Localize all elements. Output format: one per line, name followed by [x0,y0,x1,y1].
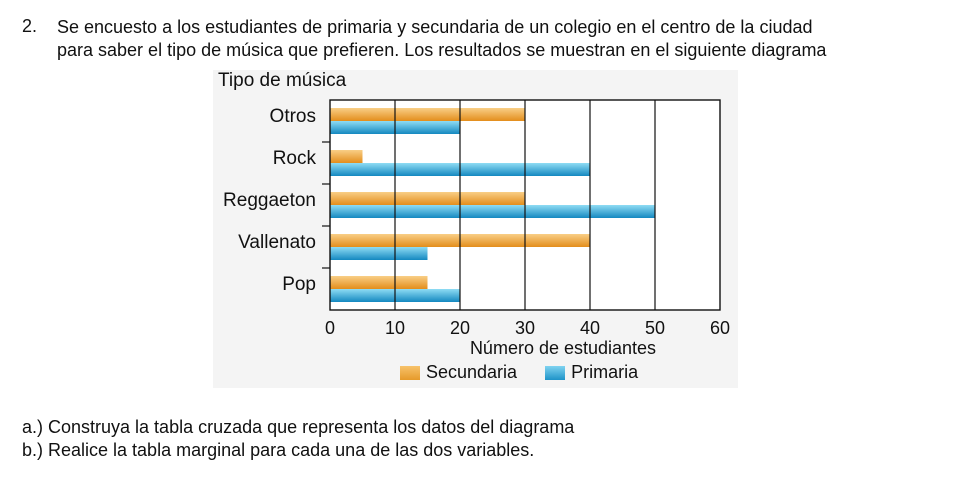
chart-legend: Secundaria Primaria [400,362,666,383]
question-line-2: para saber el tipo de música que prefier… [57,40,827,60]
legend-swatch-secundaria [400,365,420,380]
x-tick-label: 0 [325,318,335,338]
bar-secundaria-pop [330,276,428,289]
x-tick-label: 30 [515,318,535,338]
x-tick-label: 20 [450,318,470,338]
question-line-1: Se encuesto a los estudiantes de primari… [57,17,813,37]
bar-primaria-reggaeton [330,205,655,218]
chart-title: Tipo de música [218,70,347,91]
subquestion-b: b.) Realice la tabla marginal para cada … [22,440,535,460]
tick-labels: 0 10 20 30 40 50 60 [325,318,730,338]
x-tick-label: 50 [645,318,665,338]
legend-item-secundaria: Secundaria [400,362,517,383]
category-label: Reggaeton [223,190,316,211]
subquestion-a: a.) Construya la tabla cruzada que repre… [22,417,575,437]
legend-label-primaria: Primaria [571,362,639,382]
x-tick-label: 60 [710,318,730,338]
category-label: Pop [282,274,316,295]
x-axis-label: Número de estudiantes [470,338,656,358]
category-label: Otros [270,106,316,127]
bar-secundaria-reggaeton [330,192,525,205]
question-number: 2. [22,16,38,36]
legend-swatch-primaria [545,365,566,380]
x-tick-label: 40 [580,318,600,338]
question-text: Se encuesto a los estudiantes de primari… [57,16,957,62]
category-labels: Otros Rock Reggaeton Vallenato Pop [223,106,316,295]
bar-secundaria-otros [330,108,525,121]
legend-label-secundaria: Secundaria [426,362,518,382]
plot-frame [329,99,721,311]
plot-area [322,99,721,311]
legend-item-primaria: Primaria [545,362,638,383]
category-label: Rock [273,148,317,169]
x-tick-label: 10 [385,318,405,338]
bar-secundaria-rock [330,150,363,163]
category-label: Vallenato [238,232,316,253]
bar-primaria-vallenato [330,247,428,260]
